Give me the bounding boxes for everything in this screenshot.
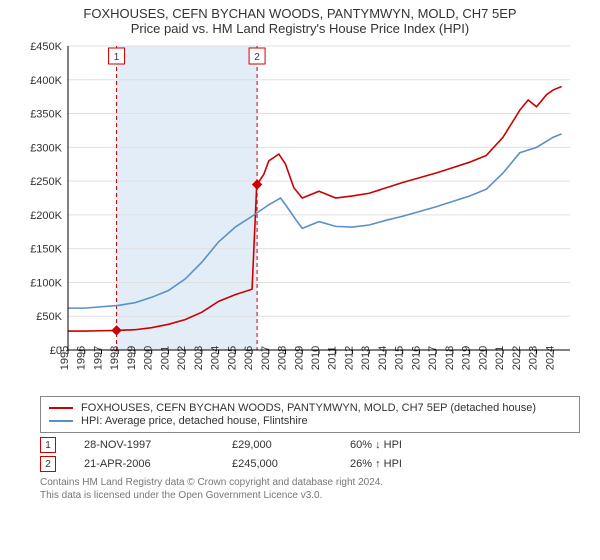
svg-text:2016: 2016: [410, 346, 422, 370]
event-delta: 60% ↓ HPI: [350, 439, 402, 451]
svg-text:2015: 2015: [394, 346, 406, 370]
svg-text:2018: 2018: [444, 346, 456, 370]
svg-text:£200K: £200K: [30, 210, 62, 222]
legend: FOXHOUSES, CEFN BYCHAN WOODS, PANTYMWYN,…: [40, 396, 580, 433]
svg-text:2023: 2023: [528, 346, 540, 370]
svg-text:2: 2: [254, 52, 260, 63]
event-date: 21-APR-2006: [84, 458, 204, 470]
svg-text:2024: 2024: [544, 346, 556, 370]
event-badge: 2: [40, 456, 56, 472]
attribution-line-1: Contains HM Land Registry data © Crown c…: [40, 476, 580, 489]
price-chart-svg: £0£50K£100K£150K£200K£250K£300K£350K£400…: [20, 38, 580, 390]
svg-text:2002: 2002: [176, 346, 188, 370]
event-price: £29,000: [232, 439, 322, 451]
title-line-1: FOXHOUSES, CEFN BYCHAN WOODS, PANTYMWYN,…: [0, 6, 600, 21]
svg-text:£300K: £300K: [30, 142, 62, 154]
chart-title-block: FOXHOUSES, CEFN BYCHAN WOODS, PANTYMWYN,…: [0, 0, 600, 38]
event-price: £245,000: [232, 458, 322, 470]
svg-text:1998: 1998: [109, 346, 121, 370]
svg-text:2012: 2012: [343, 346, 355, 370]
svg-text:1997: 1997: [92, 346, 104, 370]
svg-text:2014: 2014: [377, 346, 389, 370]
svg-text:£100K: £100K: [30, 277, 62, 289]
svg-text:£350K: £350K: [30, 109, 62, 121]
svg-text:1995: 1995: [59, 346, 71, 370]
chart-footer: 1 28-NOV-1997 £29,000 60% ↓ HPI 2 21-APR-2006…: [40, 437, 580, 502]
event-badge: 1: [40, 437, 56, 453]
svg-text:2005: 2005: [226, 346, 238, 370]
chart-area: £0£50K£100K£150K£200K£250K£300K£350K£400…: [20, 38, 580, 390]
svg-text:2007: 2007: [260, 346, 272, 370]
svg-text:2003: 2003: [193, 346, 205, 370]
legend-swatch: [49, 420, 73, 422]
svg-text:2021: 2021: [494, 346, 506, 370]
svg-text:2010: 2010: [310, 346, 322, 370]
svg-text:2000: 2000: [143, 346, 155, 370]
legend-row: HPI: Average price, detached house, Flin…: [49, 415, 571, 427]
svg-text:2013: 2013: [360, 346, 372, 370]
svg-text:2009: 2009: [293, 346, 305, 370]
svg-text:1: 1: [114, 52, 120, 63]
svg-text:2017: 2017: [427, 346, 439, 370]
legend-label: FOXHOUSES, CEFN BYCHAN WOODS, PANTYMWYN,…: [81, 402, 536, 414]
legend-row: FOXHOUSES, CEFN BYCHAN WOODS, PANTYMWYN,…: [49, 402, 571, 414]
svg-text:£250K: £250K: [30, 176, 62, 188]
svg-text:£400K: £400K: [30, 75, 62, 87]
svg-text:£450K: £450K: [30, 41, 62, 53]
event-row: 1 28-NOV-1997 £29,000 60% ↓ HPI: [40, 437, 580, 453]
title-line-2: Price paid vs. HM Land Registry's House …: [0, 21, 600, 36]
svg-text:2022: 2022: [511, 346, 523, 370]
event-row: 2 21-APR-2006 £245,000 26% ↑ HPI: [40, 456, 580, 472]
attribution: Contains HM Land Registry data © Crown c…: [40, 476, 580, 502]
svg-text:1999: 1999: [126, 346, 138, 370]
svg-text:2019: 2019: [461, 346, 473, 370]
event-delta: 26% ↑ HPI: [350, 458, 402, 470]
attribution-line-2: This data is licensed under the Open Gov…: [40, 489, 580, 502]
event-date: 28-NOV-1997: [84, 439, 204, 451]
svg-text:2006: 2006: [243, 346, 255, 370]
svg-text:2001: 2001: [159, 346, 171, 370]
svg-text:2004: 2004: [210, 346, 222, 370]
svg-text:£50K: £50K: [36, 311, 62, 323]
svg-text:1996: 1996: [76, 346, 88, 370]
svg-text:£150K: £150K: [30, 244, 62, 256]
svg-text:2008: 2008: [277, 346, 289, 370]
legend-label: HPI: Average price, detached house, Flin…: [81, 415, 308, 427]
legend-swatch: [49, 407, 73, 409]
event-table: 1 28-NOV-1997 £29,000 60% ↓ HPI 2 21-APR-2006…: [40, 437, 580, 472]
svg-text:2020: 2020: [477, 346, 489, 370]
